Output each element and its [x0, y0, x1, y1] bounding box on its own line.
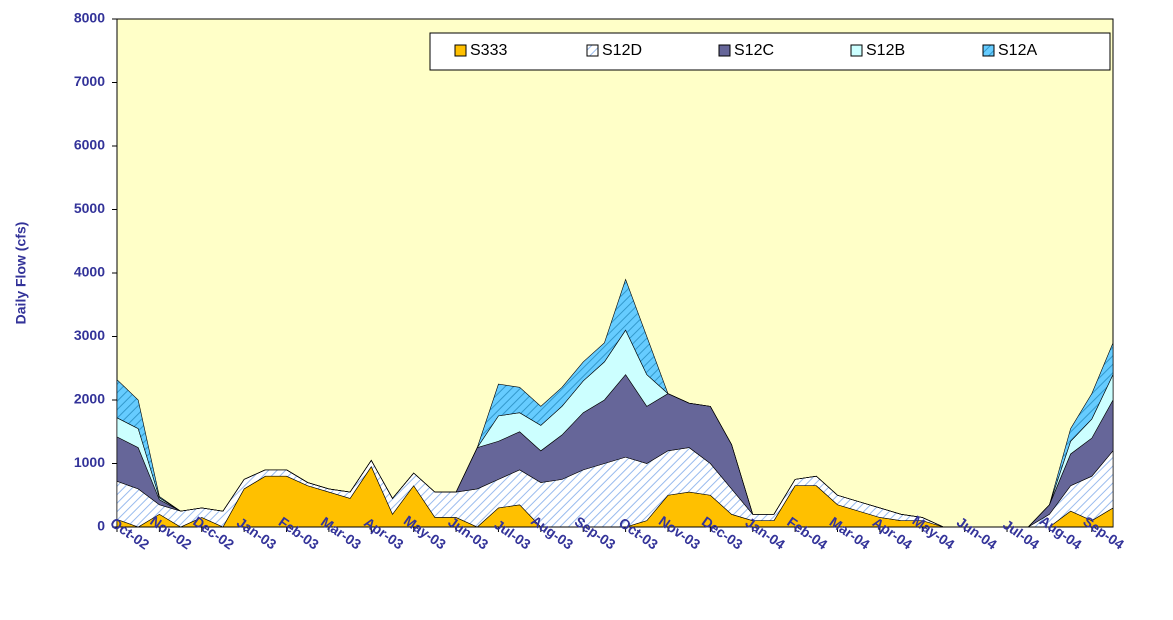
y-tick-label: 5000	[74, 200, 105, 216]
legend-swatch	[850, 44, 863, 57]
legend-box	[429, 32, 1111, 71]
area	[116, 278, 1114, 528]
y-tick-label: 6000	[74, 137, 105, 153]
legend-swatch	[718, 44, 731, 57]
y-axis-label: Daily Flow (cfs)	[13, 222, 29, 325]
legend: S333 S12D S12C S12B S12A	[429, 32, 1111, 71]
legend-label: S12D	[602, 42, 642, 59]
legend-label: S12B	[866, 42, 905, 59]
legend-swatch	[982, 44, 995, 57]
y-tick-label: 4000	[74, 264, 105, 280]
y-tick-label: 8000	[74, 10, 105, 26]
legend-label: S12C	[734, 42, 774, 59]
y-tick-label: 0	[97, 518, 105, 534]
legend-swatch	[586, 44, 599, 57]
legend-label: S333	[470, 42, 507, 59]
y-tick-label: 3000	[74, 327, 105, 343]
legend-swatch	[454, 44, 467, 57]
y-tick-label: 1000	[74, 454, 105, 470]
y-tick-label: 7000	[74, 73, 105, 89]
legend-label: S12A	[998, 42, 1037, 59]
y-tick-label: 2000	[74, 391, 105, 407]
